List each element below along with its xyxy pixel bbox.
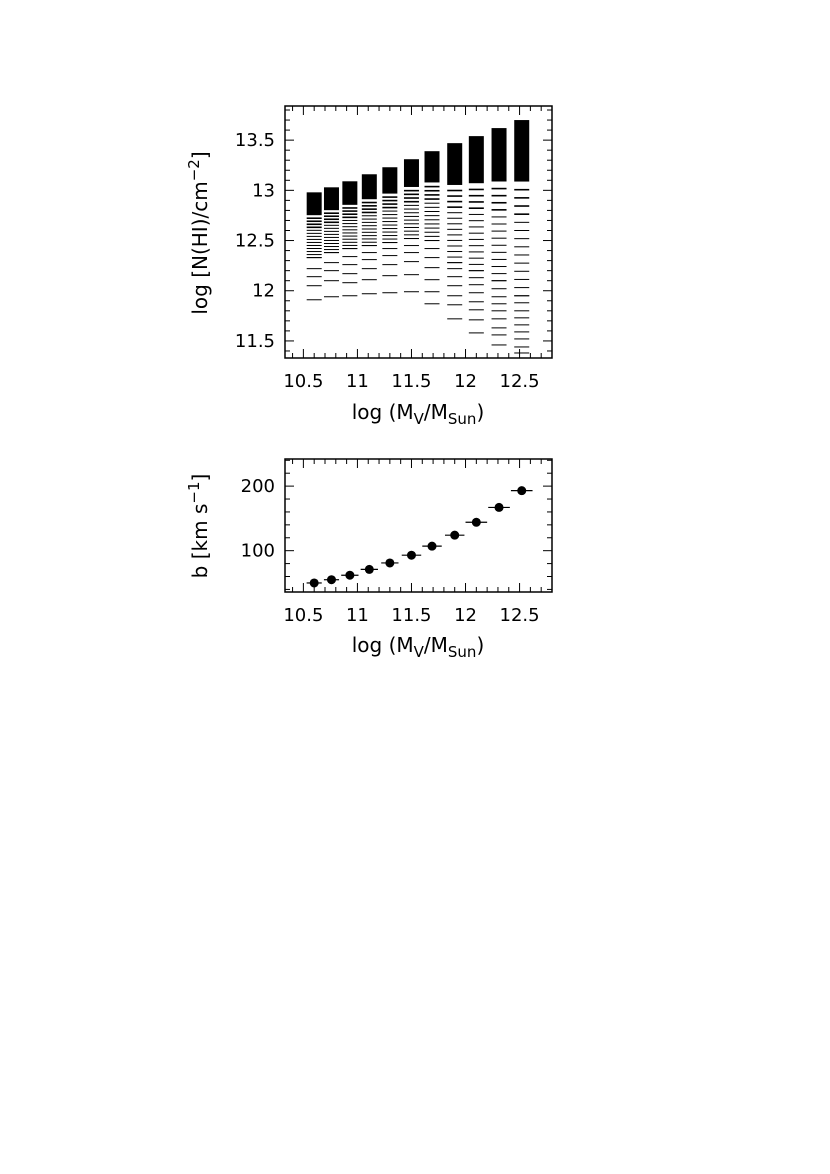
bpar-point [364,564,374,574]
column-density-frame [284,105,553,359]
nhi-x-tick-label: 12.5 [500,371,540,392]
xlabel-prefix: log (M [352,400,414,424]
xlabel-sub1: V [414,643,425,661]
bpar-y-tick-label: 200 [241,476,275,497]
ylabel-sup: −2 [185,159,203,181]
ylabel-prefix: b [km s [188,504,212,579]
nhi-y-tick-label: 13.5 [235,130,275,151]
xlabel-sub2: Sun [448,410,477,428]
ylabel-suffix: ] [188,151,212,159]
nhi-bin-block [382,167,398,194]
column-density-ylabel: log [N(HI)/cm−2] [185,151,212,314]
column-density-tick-labels: 10.5 11 11.5 12 12.5 11.5 12 12.5 13 13.5 [235,130,540,392]
xlabel-prefix: log (M [352,633,414,657]
bpar-point [326,575,336,585]
bpar-point [385,558,395,568]
nhi-y-tick-label: 12.5 [235,231,275,252]
bpar-point [309,578,319,588]
nhi-bin-block [514,120,530,182]
nhi-bin-block [361,174,377,200]
bpar-x-tick-label: 12 [454,605,477,626]
ylabel-prefix: log [N(HI)/cm [188,181,212,314]
xlabel-mid: /M [424,400,448,424]
ylabel-suffix: ] [188,474,212,482]
nhi-bin-block [447,143,463,185]
nhi-bin-block [468,136,484,184]
nhi-bin-block [424,151,440,183]
nhi-bin-block [323,187,339,211]
nhi-bin-block [342,181,358,205]
xlabel-sub2: Sun [448,643,477,661]
nhi-y-tick-label: 12 [252,281,275,302]
bpar-point [427,541,437,551]
nhi-x-tick-label: 10.5 [283,371,323,392]
nhi-x-tick-label: 11.5 [391,371,431,392]
nhi-bin-block [306,192,322,216]
nhi-x-tick-label: 12 [454,371,477,392]
nhi-x-tick-label: 11 [346,371,369,392]
bpar-point [345,570,355,580]
column-density-bars [306,120,530,354]
nhi-y-tick-label: 11.5 [235,331,275,352]
bpar-point [406,550,416,560]
b-parameter-ticks [285,459,553,592]
b-parameter-points [306,486,533,588]
bpar-x-tick-label: 10.5 [283,605,323,626]
bpar-x-tick-label: 12.5 [500,605,540,626]
b-parameter-xlabel: log (MV/MSun) [352,633,485,661]
b-parameter-tick-labels: 10.5 11 11.5 12 12.5 100 200 [241,476,540,626]
bpar-y-tick-label: 100 [241,541,275,562]
bpar-point [471,517,481,527]
xlabel-suffix: ) [476,400,484,424]
xlabel-mid: /M [424,633,448,657]
bpar-x-tick-label: 11 [346,605,369,626]
column-density-xlabel: log (MV/MSun) [352,400,485,428]
b-parameter-ylabel: b [km s−1] [185,474,212,579]
nhi-bin-block [491,128,507,182]
ylabel-sup: −1 [185,481,203,503]
bpar-point [494,502,504,512]
column-density-ticks [285,106,553,358]
nhi-bin-block [403,159,419,187]
b-parameter-panel: 10.5 11 11.5 12 12.5 100 200 log (MV/MSun) b [… [185,458,553,661]
xlabel-suffix: ) [476,633,484,657]
nhi-y-tick-label: 13 [252,180,275,201]
bpar-point [450,530,460,540]
bpar-x-tick-label: 11.5 [391,605,431,626]
b-parameter-frame [284,458,553,593]
bpar-point [517,486,527,496]
column-density-panel: 10.5 11 11.5 12 12.5 11.5 12 12.5 13 13.5 log (MV… [185,105,553,428]
xlabel-sub1: V [414,410,425,428]
